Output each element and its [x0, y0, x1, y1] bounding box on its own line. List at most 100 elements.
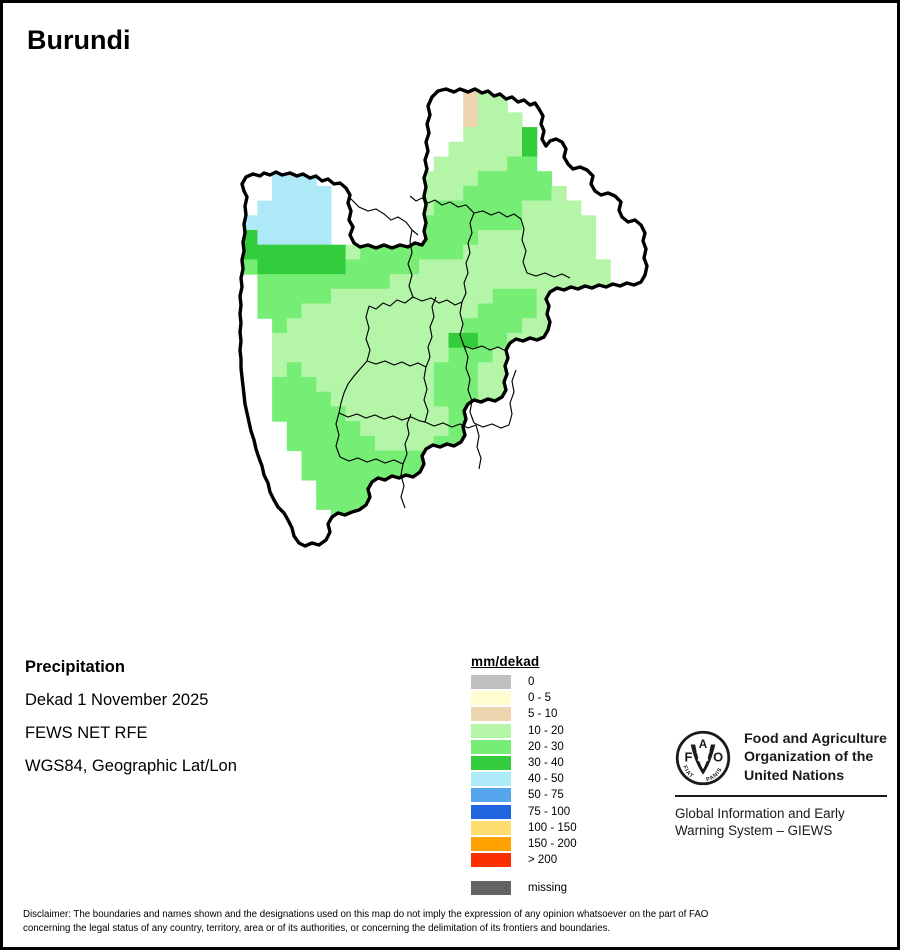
legend-swatch-10: [471, 836, 511, 851]
raster-cell: [536, 200, 552, 216]
raster-cell: [375, 230, 391, 246]
raster-cell: [389, 509, 405, 525]
disclaimer-line1: Disclaimer: The boundaries and names sho…: [23, 909, 709, 920]
raster-cell: [463, 377, 479, 393]
raster-cell: [272, 303, 288, 319]
raster-cell: [492, 259, 508, 275]
raster-cell: [433, 200, 450, 216]
raster-cell: [492, 318, 508, 334]
raster-cell: [463, 244, 479, 260]
raster-cell: [345, 450, 361, 466]
raster-cell: [301, 185, 317, 202]
raster-cell: [301, 391, 317, 407]
raster-cell: [286, 347, 303, 363]
raster-cell: [330, 318, 347, 334]
raster-cell: [301, 274, 317, 290]
raster-cell: [404, 538, 420, 546]
raster-cell: [404, 435, 420, 452]
precipitation-map[interactable]: [198, 83, 698, 603]
raster-cell: [522, 156, 538, 172]
raster-cell: [419, 479, 435, 496]
raster-cell: [345, 479, 361, 496]
raster-cell: [345, 406, 361, 422]
legend-label-1: 0 - 5: [528, 692, 552, 705]
raster-cell: [389, 200, 405, 216]
raster-cell: [566, 303, 582, 319]
raster-cell: [389, 259, 405, 275]
raster-cell: [257, 259, 273, 275]
legend-label-4: 20 - 30: [528, 740, 564, 753]
raster-cell: [433, 465, 450, 481]
raster-cell: [345, 347, 361, 363]
raster-cell: [492, 156, 508, 172]
raster-cell: [536, 391, 552, 407]
raster-cell: [433, 230, 450, 246]
raster-cell: [316, 421, 332, 437]
raster-cell: [375, 568, 390, 583]
raster-cell: [404, 494, 420, 510]
raster-cell: [507, 171, 523, 187]
raster-cell: [477, 230, 494, 246]
raster-cell: [419, 509, 435, 525]
raster-cell: [272, 406, 288, 422]
raster-cell: [257, 303, 273, 319]
raster-cell: [492, 171, 508, 187]
raster-cell: [345, 318, 361, 334]
raster-cell: [448, 185, 464, 202]
raster-cell: [477, 185, 494, 202]
raster-cell: [492, 244, 508, 260]
raster-cell: [551, 347, 567, 363]
raster-cell: [389, 421, 405, 437]
raster-cell: [448, 421, 464, 437]
raster-cell: [477, 89, 494, 99]
raster-cell: [360, 362, 376, 378]
raster-cell: [257, 200, 273, 216]
raster-cell: [507, 156, 523, 172]
raster-cell: [477, 244, 494, 260]
raster-cell: [492, 185, 508, 202]
info-projection: WGS84, Geographic Lat/Lon: [25, 757, 237, 775]
raster-cell: [272, 200, 288, 216]
raster-cell: [507, 185, 523, 202]
raster-cell: [257, 215, 273, 231]
raster-cell: [522, 244, 538, 260]
raster-cell: [360, 391, 376, 407]
legend-label-11: > 200: [528, 854, 558, 867]
raster-cell: [433, 259, 450, 275]
fao-name-line2: Organization of the: [744, 749, 874, 766]
raster-cell: [419, 524, 435, 540]
raster-cell: [360, 244, 376, 260]
legend-swatch-9: [471, 820, 511, 835]
legend-row-5: 30 - 40: [471, 755, 577, 771]
raster-cell: [286, 288, 303, 305]
raster-cell: [492, 274, 508, 290]
raster-cell: [477, 274, 494, 290]
raster-cell: [580, 347, 597, 363]
info-dekad: Dekad 1 November 2025: [25, 691, 209, 709]
legend: mm/dekad 0 0 - 5 5 - 10 10 - 20 20 - 30 30 - …: [471, 654, 577, 896]
raster-cell: [301, 347, 317, 363]
legend-row-missing: missing: [471, 880, 577, 896]
raster-cell: [463, 288, 479, 305]
raster-cell: [477, 112, 494, 128]
raster-cell: [316, 332, 332, 349]
map-svg: [238, 87, 649, 583]
raster-cell: [330, 347, 347, 363]
national-boundary: [238, 87, 649, 548]
raster-cell: [551, 377, 567, 393]
raster-cell: [272, 259, 288, 275]
raster-cell: [404, 391, 420, 407]
raster-cell: [433, 171, 450, 187]
raster-cell: [463, 347, 479, 363]
raster-cell: [507, 347, 523, 363]
raster-cell: [463, 127, 479, 143]
raster-cell: [375, 347, 391, 363]
raster-cell: [286, 332, 303, 349]
raster-cell: [286, 230, 303, 246]
legend-swatch-7: [471, 788, 511, 803]
raster-cell: [448, 450, 464, 466]
legend-swatch-6: [471, 772, 511, 787]
raster-cell: [595, 259, 611, 275]
raster-cell: [286, 406, 303, 422]
raster-cell: [240, 230, 244, 246]
